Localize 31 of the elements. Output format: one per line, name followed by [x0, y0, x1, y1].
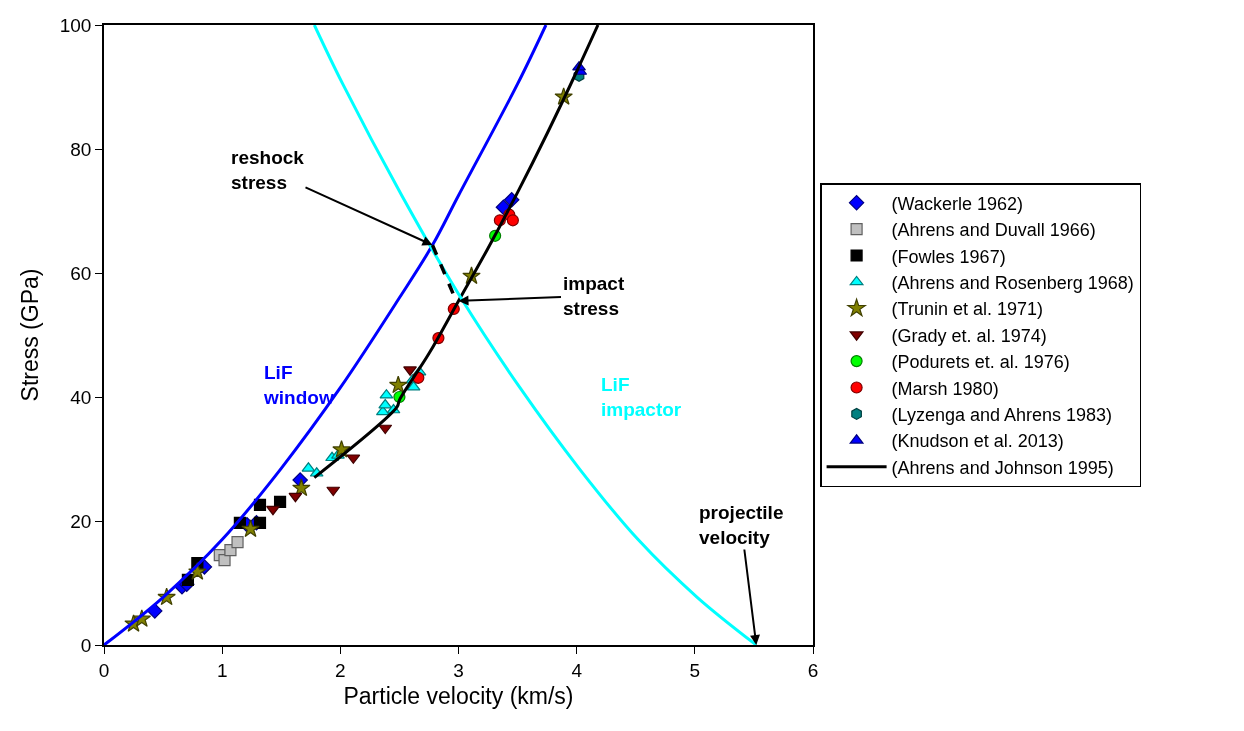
- y-tick-label: 100: [59, 14, 92, 36]
- text: LiF impactor: [601, 374, 682, 420]
- y-axis-title: Stress (GPa): [16, 268, 43, 402]
- legend-label: (Ahrens and Duvall 1966): [891, 220, 1096, 241]
- x-tick-label: 6: [807, 659, 819, 681]
- legend-label: (Marsh 1980): [891, 378, 999, 399]
- y-tick-label: 60: [70, 262, 92, 284]
- x-axis-title: Particle velocity (km/s): [343, 682, 574, 709]
- legend-label: (Ahrens and Rosenberg 1968): [891, 272, 1134, 293]
- annotation: impact stress: [563, 273, 625, 319]
- x-tick-label: 0: [98, 659, 110, 681]
- annotation: reshock stress: [231, 147, 305, 193]
- y-tick-label: 40: [70, 386, 92, 408]
- legend-label: (Fowles 1967): [891, 246, 1006, 267]
- legend-label: (Podurets et. al. 1976): [891, 352, 1070, 373]
- legend-label: (Lyzenga and Ahrens 1983): [891, 404, 1113, 425]
- annotation: projectile velocity: [699, 502, 784, 548]
- legend-label: (Ahrens and Johnson 1995): [891, 457, 1114, 478]
- series-label: LiF window: [263, 362, 334, 408]
- x-tick-label: 2: [335, 659, 346, 681]
- x-tick-label: 3: [453, 659, 464, 681]
- y-tick-label: 0: [80, 634, 92, 656]
- x-tick-label: 4: [571, 659, 583, 681]
- legend-label: (Knudson et al. 2013): [891, 431, 1064, 452]
- legend-label: (Trunin et al. 1971): [891, 299, 1044, 320]
- y-tick-label: 80: [70, 138, 92, 160]
- x-tick-label: 5: [689, 659, 701, 681]
- y-tick-label: 20: [70, 510, 92, 532]
- legend-label: (Wackerle 1962): [891, 193, 1023, 214]
- legend-label: (Grady et. al. 1974): [891, 325, 1047, 346]
- x-tick-label: 1: [216, 659, 228, 681]
